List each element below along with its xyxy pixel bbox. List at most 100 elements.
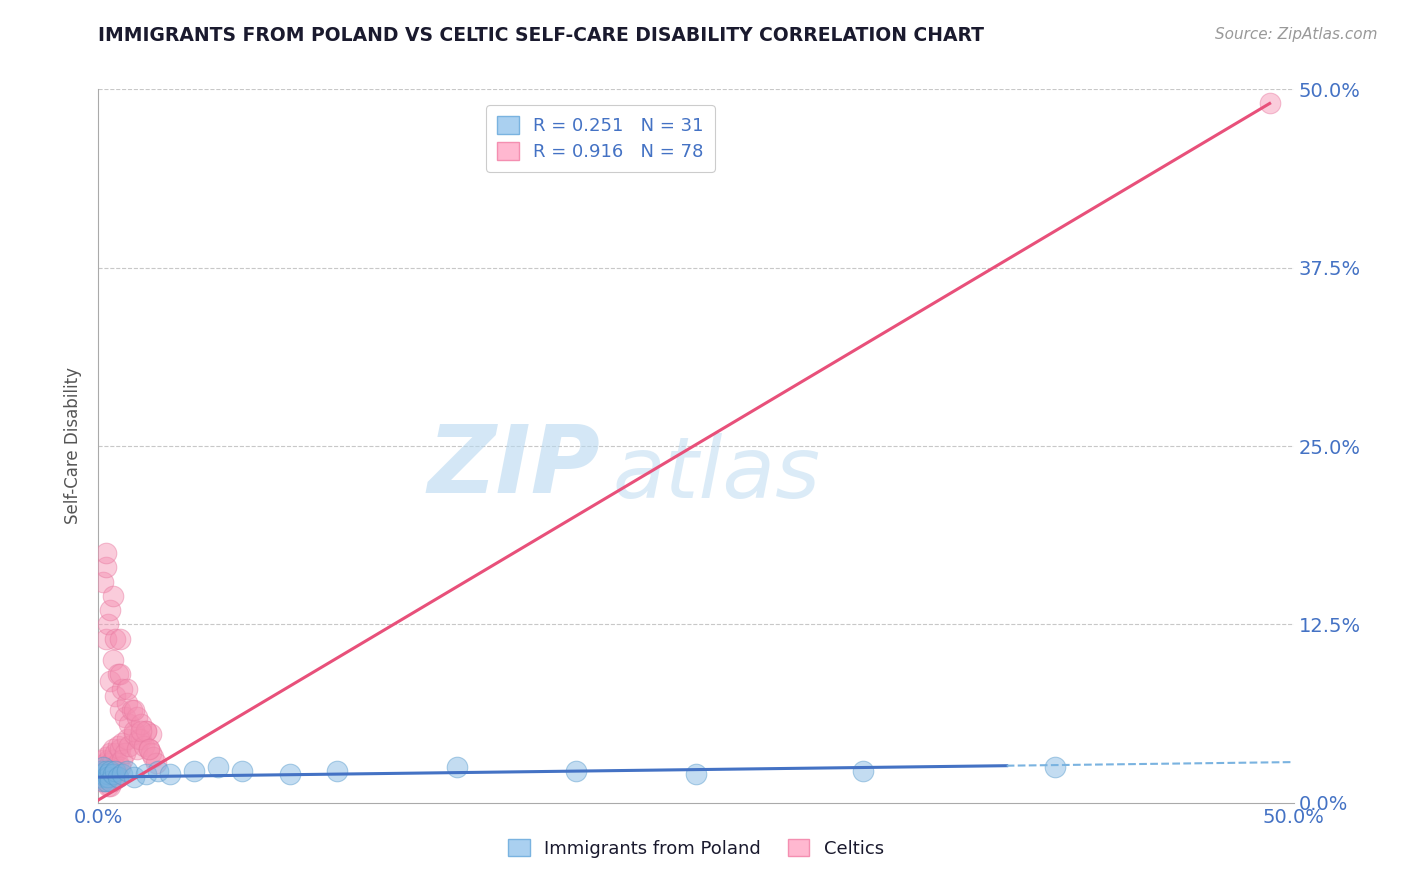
Point bbox=[98, 674, 122, 689]
Point bbox=[125, 741, 148, 756]
Point bbox=[98, 746, 122, 760]
Text: Source: ZipAtlas.com: Source: ZipAtlas.com bbox=[1215, 27, 1378, 42]
Point bbox=[97, 617, 120, 632]
Point bbox=[91, 770, 114, 784]
Point bbox=[91, 753, 114, 767]
Point bbox=[326, 764, 349, 779]
Point bbox=[107, 770, 129, 784]
Point bbox=[91, 760, 114, 774]
Point bbox=[104, 689, 127, 703]
Point bbox=[101, 741, 124, 756]
Y-axis label: Self-Care Disability: Self-Care Disability bbox=[65, 368, 83, 524]
Point bbox=[104, 760, 127, 774]
Point bbox=[111, 767, 134, 781]
Point bbox=[183, 764, 205, 779]
Point bbox=[97, 760, 120, 774]
Point bbox=[90, 774, 112, 789]
Legend: Immigrants from Poland, Celtics: Immigrants from Poland, Celtics bbox=[501, 832, 891, 865]
Point bbox=[107, 770, 129, 784]
Point bbox=[108, 667, 131, 681]
Point bbox=[101, 767, 124, 781]
Text: ZIP: ZIP bbox=[427, 421, 600, 514]
Point bbox=[114, 710, 136, 724]
Point bbox=[111, 681, 134, 696]
Point bbox=[565, 764, 588, 779]
Point bbox=[97, 753, 120, 767]
Point bbox=[98, 779, 122, 793]
Point bbox=[159, 767, 181, 781]
Point bbox=[91, 767, 114, 781]
Point bbox=[101, 653, 124, 667]
Point bbox=[90, 764, 112, 779]
Point bbox=[97, 767, 120, 781]
Point bbox=[132, 739, 155, 753]
Point bbox=[108, 741, 131, 756]
Point bbox=[94, 764, 117, 779]
Point bbox=[101, 764, 124, 779]
Point bbox=[142, 750, 165, 764]
Point bbox=[131, 717, 153, 731]
Point bbox=[685, 767, 707, 781]
Point bbox=[94, 770, 117, 784]
Point bbox=[125, 710, 148, 724]
Point bbox=[135, 724, 157, 739]
Point bbox=[104, 764, 127, 779]
Point bbox=[108, 703, 131, 717]
Point bbox=[90, 764, 112, 779]
Point bbox=[115, 731, 138, 746]
Point bbox=[131, 724, 153, 739]
Point bbox=[108, 760, 131, 774]
Point bbox=[90, 770, 112, 784]
Point bbox=[98, 764, 122, 779]
Point bbox=[101, 589, 124, 603]
Point bbox=[115, 696, 138, 710]
Point bbox=[107, 739, 129, 753]
Point bbox=[131, 731, 153, 746]
Point bbox=[91, 574, 114, 589]
Point bbox=[94, 774, 117, 789]
Point bbox=[104, 746, 127, 760]
Point bbox=[115, 681, 138, 696]
Point bbox=[94, 774, 117, 789]
Point bbox=[94, 750, 117, 764]
Point bbox=[121, 703, 143, 717]
Point bbox=[104, 632, 127, 646]
Point bbox=[111, 736, 134, 750]
Point bbox=[101, 753, 124, 767]
Point bbox=[98, 770, 122, 784]
Point bbox=[91, 760, 114, 774]
Point bbox=[148, 764, 170, 779]
Point bbox=[94, 632, 117, 646]
Point bbox=[135, 767, 157, 781]
Point bbox=[139, 727, 162, 741]
Point bbox=[97, 770, 120, 784]
Point bbox=[115, 764, 138, 779]
Point bbox=[446, 760, 468, 774]
Point bbox=[128, 731, 150, 746]
Point bbox=[98, 756, 122, 770]
Point bbox=[91, 774, 114, 789]
Point bbox=[94, 546, 117, 560]
Point bbox=[139, 746, 162, 760]
Point bbox=[124, 727, 146, 741]
Point bbox=[278, 767, 301, 781]
Point bbox=[98, 764, 122, 779]
Point bbox=[118, 739, 141, 753]
Point bbox=[114, 746, 136, 760]
Point bbox=[124, 770, 146, 784]
Point bbox=[94, 770, 117, 784]
Point bbox=[101, 774, 124, 789]
Point bbox=[1043, 760, 1066, 774]
Point bbox=[207, 760, 229, 774]
Text: atlas: atlas bbox=[613, 433, 820, 516]
Point bbox=[107, 667, 129, 681]
Point bbox=[145, 756, 167, 770]
Point bbox=[94, 764, 117, 779]
Point bbox=[111, 753, 134, 767]
Point bbox=[104, 770, 127, 784]
Point bbox=[90, 770, 112, 784]
Point bbox=[98, 603, 122, 617]
Point bbox=[97, 779, 120, 793]
Point bbox=[97, 770, 120, 784]
Point bbox=[231, 764, 253, 779]
